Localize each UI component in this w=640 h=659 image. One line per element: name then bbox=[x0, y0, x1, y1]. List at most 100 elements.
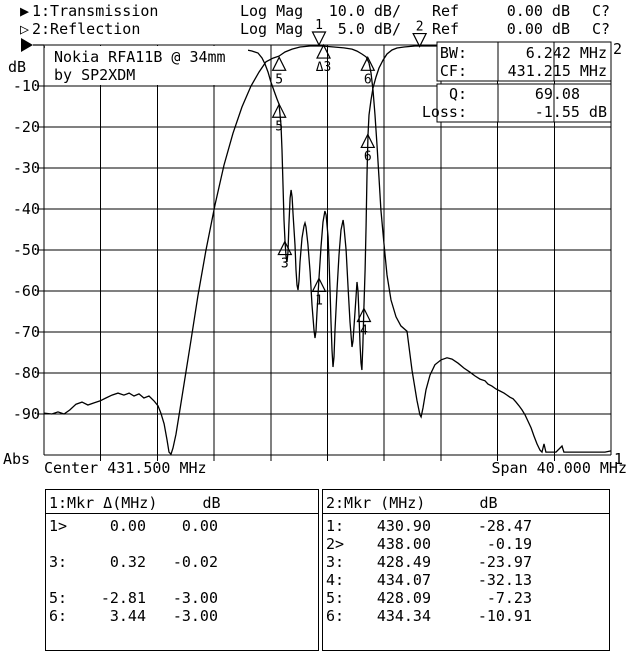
marker-Δ3-triangle-icon bbox=[316, 43, 332, 59]
trace2-cal-status: C? bbox=[592, 20, 611, 38]
marker-db-cell: -3.00 bbox=[172, 607, 218, 625]
marker-db-cell: -3.00 bbox=[172, 589, 218, 607]
marker-5-triangle-icon bbox=[271, 55, 287, 71]
marker-id-cell: 3: bbox=[326, 553, 345, 571]
x-axis-center-label: Center 431.500 MHz bbox=[44, 459, 207, 477]
marker-6-label: 6 bbox=[364, 149, 372, 164]
marker-value-cell: -2.81 bbox=[100, 589, 146, 607]
y-tick-label: -20 bbox=[13, 118, 40, 136]
bw-label: BW: bbox=[439, 44, 467, 62]
marker-value-cell: 428.49 bbox=[376, 553, 431, 571]
marker-table-delta-header: 1:Mkr Δ(MHz) dB bbox=[49, 494, 221, 512]
marker-symbols: 1 Δ3 5 6 2 1 3 4 5 6 bbox=[271, 18, 428, 338]
trace1-scale: 10.0 dB/ bbox=[328, 2, 401, 20]
y-tick-label: -30 bbox=[13, 159, 40, 177]
marker-id-cell: 2> bbox=[326, 535, 345, 553]
marker-db-cell: -28.47 bbox=[477, 517, 532, 535]
marker-2-triangle-icon bbox=[412, 32, 428, 48]
marker-db-cell: -23.97 bbox=[477, 553, 532, 571]
trace2-ref-value: 0.00 dB bbox=[506, 20, 570, 38]
bw-value: 6.242 MHz bbox=[525, 44, 607, 62]
marker-id-cell: 3: bbox=[49, 553, 68, 571]
cf-value: 431.215 MHz bbox=[507, 62, 607, 80]
trace1-active-icon: ▶ bbox=[20, 2, 30, 20]
marker-Δ3-label: Δ3 bbox=[316, 60, 332, 75]
marker-value-cell: 0.00 bbox=[109, 517, 146, 535]
marker-table-absolute: 2:Mkr (MHz) dB 1: 430.90 -28.47 2> 438.00 -0.… bbox=[322, 489, 610, 651]
marker-id-cell: 5: bbox=[49, 589, 68, 607]
y-tick-label: -80 bbox=[13, 364, 40, 382]
marker-5-label: 5 bbox=[275, 72, 283, 87]
graticule-grid bbox=[37, 44, 612, 461]
trace1-end-label: 1 bbox=[614, 450, 623, 468]
marker-6-label: 6 bbox=[364, 72, 372, 87]
marker-id-cell: 5: bbox=[326, 589, 345, 607]
q-label: Q: bbox=[448, 85, 467, 103]
trace1-ref-value: 0.00 dB bbox=[506, 2, 570, 20]
trace2-scale: 5.0 dB/ bbox=[328, 20, 401, 38]
y-tick-label: -40 bbox=[13, 200, 40, 218]
trace1-cal-status: C? bbox=[592, 2, 611, 20]
marker-id-cell: 4: bbox=[326, 571, 345, 589]
y-tick-label: -50 bbox=[13, 241, 40, 259]
q-value: 69.08 bbox=[534, 85, 580, 103]
y-axis-tick-labels: -10 -20 -30 -40 -50 -60 -70 -80 -90 bbox=[13, 77, 40, 423]
marker-3-label: 3 bbox=[281, 257, 289, 272]
y-tick-label: -70 bbox=[13, 323, 40, 341]
y-tick-label: -10 bbox=[13, 77, 40, 95]
reflection-trace bbox=[44, 45, 611, 371]
y-tick-label: -90 bbox=[13, 405, 40, 423]
marker-db-cell: -0.19 bbox=[486, 535, 532, 553]
marker-4-triangle-icon bbox=[356, 307, 372, 323]
trace2-title: 2:Reflection bbox=[32, 20, 141, 38]
trace1-ref-label: Ref bbox=[432, 2, 460, 20]
marker-db-cell: 0.00 bbox=[181, 517, 218, 535]
trace2-active-icon: ▷ bbox=[20, 20, 30, 38]
marker-db-cell: -32.13 bbox=[477, 571, 532, 589]
y-tick-label: -60 bbox=[13, 282, 40, 300]
trace1-title: 1:Transmission bbox=[32, 2, 159, 20]
marker-1-triangle-icon bbox=[311, 31, 327, 47]
marker-6-triangle-icon bbox=[360, 133, 376, 149]
marker-2-label: 2 bbox=[416, 20, 424, 35]
marker-value-cell: 438.00 bbox=[376, 535, 431, 553]
trace2-end-label: 2 bbox=[613, 40, 622, 58]
marker-value-cell: 3.44 bbox=[109, 607, 146, 625]
marker-value-cell: 428.09 bbox=[376, 589, 431, 607]
device-under-test-title: Nokia RFA11B @ 34mm bbox=[54, 48, 226, 66]
marker-6-triangle-icon bbox=[360, 55, 376, 71]
trace1-format: Log Mag bbox=[240, 2, 304, 20]
marker-value-cell: 434.07 bbox=[376, 571, 431, 589]
marker-db-cell: -10.91 bbox=[477, 607, 532, 625]
measured-by-credit: by SP2XDM bbox=[54, 66, 136, 84]
marker-1-label: 1 bbox=[315, 293, 323, 308]
cf-label: CF: bbox=[439, 62, 467, 80]
stats-boxes bbox=[436, 41, 612, 123]
marker-3-triangle-icon bbox=[277, 240, 293, 256]
bw-cf-box bbox=[436, 41, 612, 82]
marker-table-abs-header: 2:Mkr (MHz) dB bbox=[326, 494, 498, 512]
marker-5-triangle-icon bbox=[271, 102, 287, 118]
marker-value-cell: 0.32 bbox=[109, 553, 146, 571]
trace2-ref-label: Ref bbox=[432, 20, 460, 38]
marker-5-label: 5 bbox=[275, 119, 283, 134]
marker-value-cell: 430.90 bbox=[376, 517, 431, 535]
ref-position-arrow-icon bbox=[21, 38, 33, 52]
marker-id-cell: 1: bbox=[326, 517, 345, 535]
title-box-blank bbox=[45, 46, 248, 85]
y-axis-abs-label: Abs bbox=[3, 450, 31, 468]
q-loss-box bbox=[436, 83, 612, 123]
table-header-divider bbox=[323, 513, 609, 514]
marker-db-cell: -7.23 bbox=[486, 589, 532, 607]
trace2-format: Log Mag bbox=[240, 20, 304, 38]
marker-1-label: 1 bbox=[315, 18, 323, 33]
marker-4-label: 4 bbox=[360, 323, 368, 338]
x-axis-span-label: Span 40.000 MHz bbox=[491, 459, 627, 477]
marker-value-cell: 434.34 bbox=[376, 607, 431, 625]
marker-1-triangle-icon bbox=[311, 277, 327, 293]
marker-id-cell: 6: bbox=[49, 607, 68, 625]
marker-db-cell: -0.02 bbox=[172, 553, 218, 571]
marker-table-delta: 1:Mkr Δ(MHz) dB 1> 0.00 0.00 3: 0.32 -0.02 5: -… bbox=[45, 489, 319, 651]
